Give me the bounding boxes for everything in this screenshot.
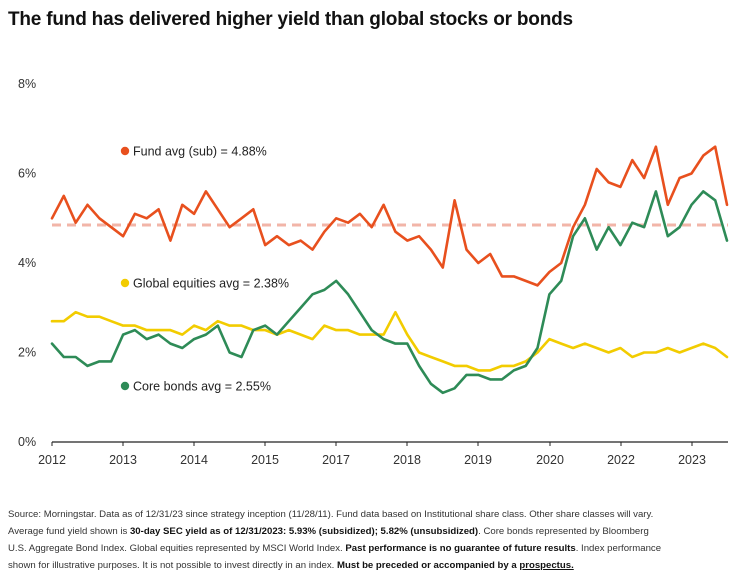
footnote-yield-intro: Average fund yield shown is <box>8 526 130 537</box>
legend-label: Core bonds avg = 2.55% <box>133 380 271 394</box>
x-tick-label: 2023 <box>678 453 706 467</box>
x-tick-label: 2017 <box>322 453 350 467</box>
series-line-2 <box>50 190 729 395</box>
chart-title: The fund has delivered higher yield than… <box>8 9 573 30</box>
footnote-index-info: U.S. Aggregate Bond Index. Global equiti… <box>8 543 346 554</box>
footnote-must-precede: Must be preceded or accompanied by a <box>337 560 520 571</box>
y-tick-label: 6% <box>18 167 36 181</box>
series-line-0 <box>50 145 729 287</box>
prospectus-link[interactable]: prospectus. <box>519 560 574 571</box>
x-tick-label: 2020 <box>536 453 564 467</box>
y-tick-label: 8% <box>18 77 36 91</box>
x-tick-label: 2015 <box>251 453 279 467</box>
footnote-core-bonds: . Core bonds represented by Bloomberg <box>478 526 649 537</box>
y-tick-label: 2% <box>18 346 36 360</box>
y-tick-label: 4% <box>18 256 36 270</box>
footnote-illustrative: shown for illustrative purposes. It is n… <box>8 560 338 571</box>
legend-marker <box>120 278 130 288</box>
x-tick-label: 2019 <box>464 453 492 467</box>
footnote-index-performance: . Index performance <box>575 543 662 554</box>
footnote-sec-yield: 30-day SEC yield as of 12/31/2023: 5.93%… <box>129 526 479 537</box>
footnote: Source: Morningstar. Data as of 12/31/23… <box>8 506 738 574</box>
x-tick-label: 2014 <box>180 453 208 467</box>
x-tick-label: 2018 <box>393 453 421 467</box>
line-chart: 0% 2% 4% 6% 8% 2012 2013 2014 2015 2017 2018 2019 20… <box>18 77 729 467</box>
x-tick-label: 2012 <box>38 453 66 467</box>
legend-label: Fund avg (sub) = 4.88% <box>133 145 267 159</box>
y-tick-label: 0% <box>18 435 36 449</box>
x-tick-label: 2013 <box>109 453 137 467</box>
footnote-source: Source: Morningstar. Data as of 12/31/23… <box>8 509 654 520</box>
series-line-1 <box>50 310 729 372</box>
legend-marker <box>120 146 130 156</box>
legend-label: Global equities avg = 2.38% <box>133 277 289 291</box>
footnote-past-performance: Past performance is no guarantee of futu… <box>345 543 576 554</box>
x-tick-label: 2022 <box>607 453 635 467</box>
legend-marker <box>120 381 130 391</box>
